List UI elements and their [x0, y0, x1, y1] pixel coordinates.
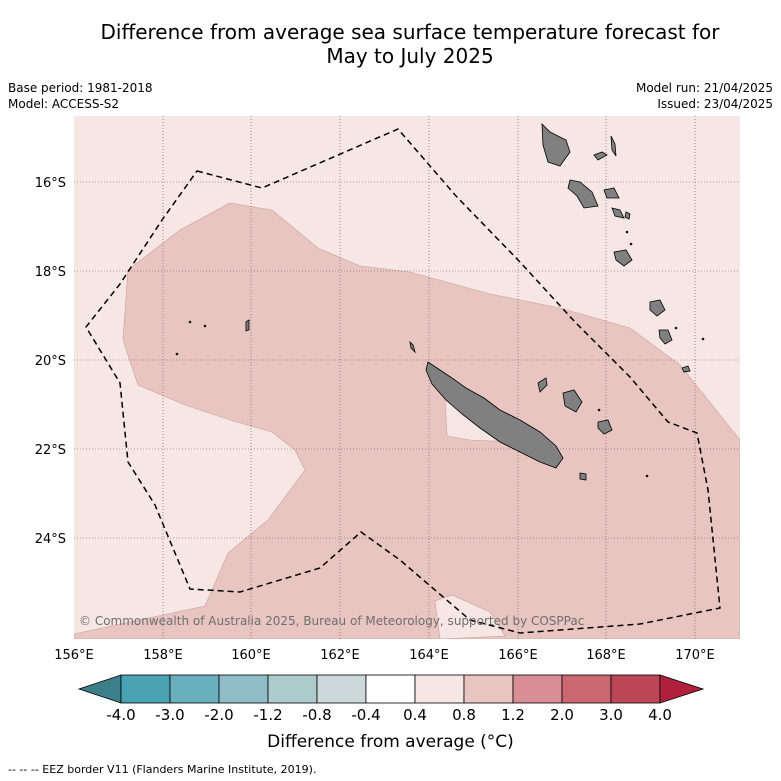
cb-tick-2: -3.0: [155, 706, 184, 724]
lon-tick-166e: 166°E: [498, 648, 538, 663]
lon-tick-labels: 156°E 158°E 160°E 162°E 164°E 166°E 168°…: [54, 648, 715, 663]
islet-2: [203, 324, 207, 328]
islet-7: [701, 337, 705, 341]
erromango: [649, 299, 666, 317]
colorbar-bin-7: [414, 674, 465, 704]
issued-date: Issued: 23/04/2025: [657, 97, 773, 111]
colorbar-bin-5: [316, 674, 367, 704]
efate: [613, 249, 633, 267]
base-period: Base period: 1981-2018: [8, 81, 153, 95]
colorbar-bin-8: [463, 674, 514, 704]
lat-tick-18s: 18°S: [35, 265, 66, 280]
cb-tick-7: 0.4: [403, 706, 427, 724]
cb-tick-10: 2.0: [550, 706, 574, 724]
ambae: [593, 151, 608, 161]
colorbar-bin-1: [120, 674, 171, 704]
cb-tick-1: -4.0: [106, 706, 135, 724]
islet-4: [597, 408, 601, 412]
isle-of-pines: [579, 472, 587, 481]
ouvea: [537, 377, 548, 393]
cb-tick-4: -1.2: [253, 706, 282, 724]
title-line-2: May to July 2025: [326, 44, 494, 68]
new-caledonia-mainland: [425, 361, 564, 469]
anomaly-region-0.8-1.2: [74, 202, 740, 639]
lifou: [562, 389, 583, 413]
espiritu-santo: [541, 122, 571, 167]
eez-border: [85, 128, 721, 634]
lon-tick-162e: 162°E: [320, 648, 360, 663]
chart-title: Difference from average sea surface temp…: [60, 20, 760, 68]
lon-tick-158e: 158°E: [143, 648, 183, 663]
small-vanuatu: [624, 211, 631, 220]
tanna: [658, 329, 673, 345]
islet-3: [175, 352, 179, 356]
colorbar-bin-11: [610, 674, 661, 704]
lat-tick-20s: 20°S: [35, 354, 66, 369]
eez-legend: -- -- -- EEZ border V11 (Flanders Marine…: [8, 763, 317, 776]
chesterfield-reef: [245, 319, 250, 332]
title-line-1: Difference from average sea surface temp…: [100, 20, 720, 44]
colorbar-bin-4: [267, 674, 318, 704]
cb-tick-12: 4.0: [648, 706, 672, 724]
islet-8: [625, 230, 629, 234]
epi: [611, 207, 625, 219]
cb-tick-3: -2.0: [204, 706, 233, 724]
cb-tick-11: 3.0: [599, 706, 623, 724]
colorbar-bin-10: [561, 674, 612, 704]
cb-tick-6: -0.4: [351, 706, 380, 724]
colorbar-tick-labels: -4.0 -3.0 -2.0 -1.2 -0.8 -0.4 0.4 0.8 1.…: [106, 706, 672, 724]
model-name: Model: ACCESS-S2: [8, 97, 120, 111]
islet-1: [188, 320, 192, 324]
lat-tick-22s: 22°S: [35, 443, 66, 458]
colorbar-bin-6: [365, 674, 416, 704]
meta-left: Base period: 1981-2018 Model: ACCESS-S2: [8, 80, 153, 112]
cb-tick-5: -0.8: [302, 706, 331, 724]
mare: [597, 419, 613, 435]
malekula: [567, 179, 599, 209]
lat-tick-24s: 24°S: [35, 532, 66, 547]
meta-right: Model run: 21/04/2025 Issued: 23/04/2025: [636, 80, 773, 112]
pentecost: [610, 135, 617, 157]
lat-tick-labels: 16°S 18°S 20°S 22°S 24°S: [35, 176, 66, 547]
colorbar-bin-9: [512, 674, 563, 704]
lon-tick-168e: 168°E: [586, 648, 626, 663]
aneityum: [681, 365, 691, 373]
islet-6: [674, 326, 678, 330]
cb-tick-8: 0.8: [452, 706, 476, 724]
map-area: [74, 116, 740, 639]
lon-tick-156e: 156°E: [54, 648, 94, 663]
cb-tick-9: 1.2: [501, 706, 525, 724]
colorbar: [77, 674, 705, 704]
lon-tick-160e: 160°E: [231, 648, 271, 663]
colorbar-bin-3: [218, 674, 269, 704]
ambrym: [603, 187, 620, 199]
lon-tick-164e: 164°E: [409, 648, 449, 663]
anomaly-pocket-south: [434, 594, 506, 639]
colorbar-over-arrow: [659, 674, 705, 704]
colorbar-under-arrow: [77, 674, 122, 704]
model-run: Model run: 21/04/2025: [635, 81, 773, 95]
land: [175, 122, 705, 481]
copyright-notice: © Commonwealth of Australia 2025, Bureau…: [79, 614, 585, 628]
colorbar-label: Difference from average (°C): [267, 732, 514, 752]
lat-tick-16s: 16°S: [35, 176, 66, 191]
lon-tick-170e: 170°E: [675, 648, 715, 663]
islet-9: [629, 242, 633, 246]
belep: [409, 340, 416, 354]
islet-5: [645, 474, 649, 478]
colorbar-bin-2: [169, 674, 220, 704]
